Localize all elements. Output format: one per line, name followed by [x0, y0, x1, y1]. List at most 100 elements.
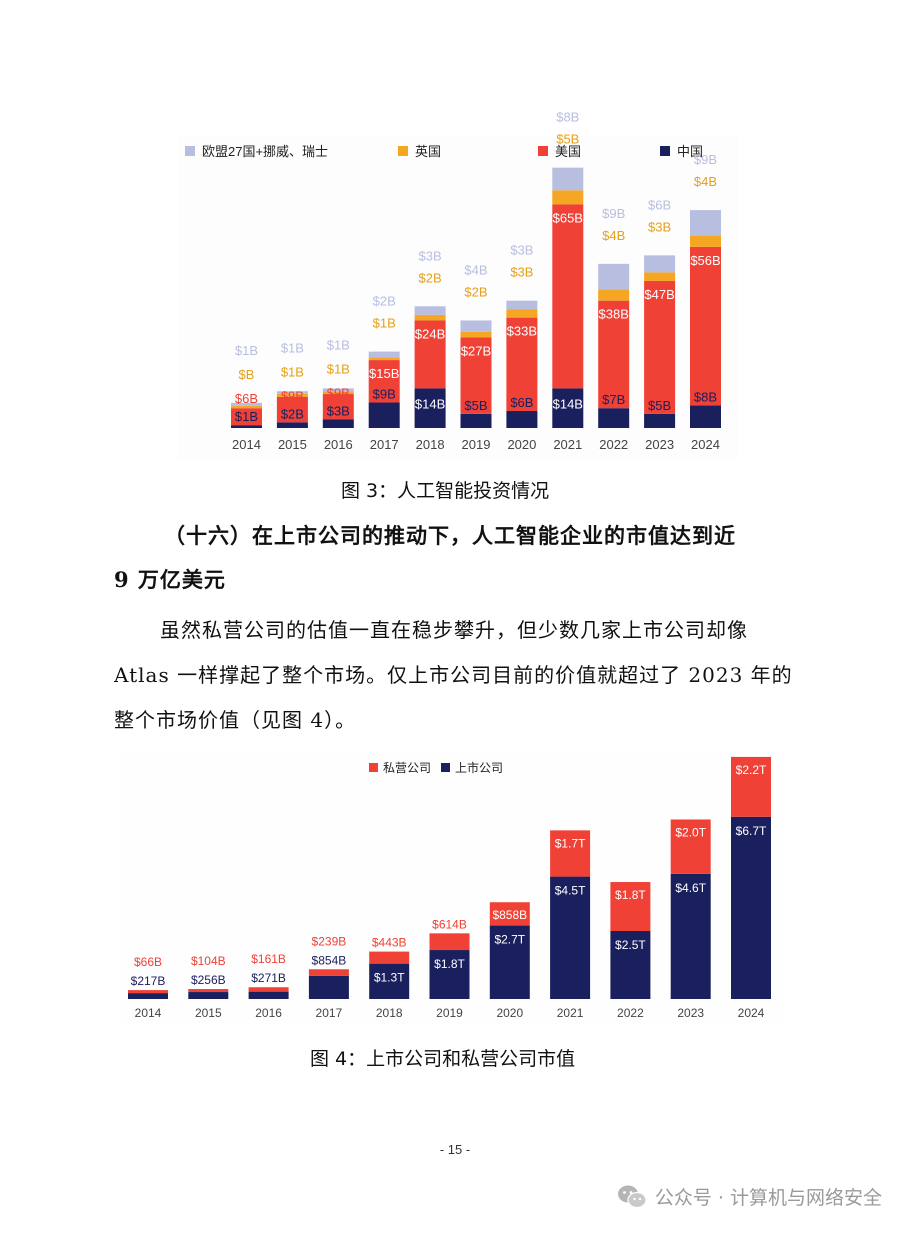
uk-data-label: $1B: [281, 364, 304, 379]
china-data-label: $3B: [327, 404, 350, 419]
figure-4-caption: 图 4：上市公司和私营公司市值: [310, 1048, 576, 1070]
x-tick-label: 2016: [255, 1006, 282, 1020]
public-data-label: $1.3T: [374, 971, 405, 985]
bar-segment-private: [429, 933, 470, 951]
market-value-chart: 私营公司 上市公司 $217B $66B 2014 $256B $104B 2015 $271B…: [118, 752, 786, 1024]
us-data-label: $24B: [415, 326, 445, 341]
china-data-label: $2B: [281, 406, 304, 421]
x-tick-label: 2017: [316, 1006, 343, 1020]
wechat-icon: [617, 1185, 647, 1208]
x-tick-label: 2020: [496, 1006, 523, 1020]
bar-segment-public: [731, 816, 771, 999]
private-data-label: $1.7T: [555, 836, 586, 850]
uk-data-label: $4B: [694, 174, 717, 189]
china-data-label: $5B: [648, 398, 671, 413]
private-data-label: $614B: [432, 917, 467, 931]
bar-segment-private: [188, 989, 229, 993]
private-data-label: $2.2T: [736, 763, 767, 777]
public-data-label: $854B: [312, 953, 347, 967]
public-data-label: $2.5T: [615, 938, 646, 952]
bar-segment: [276, 391, 308, 395]
china-data-label: $9B: [373, 387, 396, 402]
bar-segment: [460, 413, 492, 428]
us-data-label: $56B: [690, 253, 720, 268]
bar-segment: [322, 391, 354, 395]
china-data-label: $14B: [415, 396, 445, 411]
private-data-label: $2.0T: [675, 825, 706, 839]
figure-3-caption: 图 3：人工智能投资情况: [341, 480, 550, 502]
china-data-label: $1B: [235, 409, 258, 424]
eu-data-label: $1B: [281, 340, 304, 355]
uk-data-label: $2B: [419, 270, 442, 285]
bar-segment: [644, 272, 676, 281]
bar-segment: [552, 167, 584, 191]
eu-data-label: $9B: [602, 206, 625, 221]
bar-segment: [552, 204, 584, 389]
bar-segment: [322, 419, 354, 428]
public-data-label: $1.8T: [434, 957, 465, 971]
legend-swatch: [538, 146, 548, 156]
bar-segment: [368, 402, 400, 428]
body-paragraph: 虽然私营公司的估值一直在稳步攀升，但少数几家上市公司却像 Atlas 一样撑起了…: [114, 618, 793, 732]
public-data-label: $6.7T: [736, 824, 767, 838]
bar-segment: [598, 300, 630, 409]
x-tick-label: 2018: [416, 437, 445, 452]
bar-segment: [506, 309, 538, 318]
private-data-label: $161B: [251, 952, 286, 966]
investment-chart: 欧盟27国+挪威、瑞士 英国 美国 中国 $1B $6B $B $1B 2014 $2B $9B $1…: [178, 110, 738, 460]
bar-segment: [368, 351, 400, 358]
x-tick-label: 2014: [232, 437, 261, 452]
section-heading: （十六）在上市公司的推动下，人工智能企业的市值达到近 9 万亿美元: [114, 514, 804, 602]
china-data-label: $7B: [602, 392, 625, 407]
legend-label: 私营公司: [383, 761, 431, 775]
eu-data-label: $1B: [235, 343, 258, 358]
x-tick-label: 2018: [376, 1006, 403, 1020]
bar-segment-public: [248, 991, 289, 999]
bar-segment: [506, 411, 538, 428]
x-tick-label: 2021: [553, 437, 582, 452]
bar-segment: [414, 306, 446, 315]
uk-data-label: $1B: [373, 316, 396, 331]
bar-segment-public: [308, 975, 349, 999]
bar-segment: [598, 289, 630, 301]
private-data-label: $858B: [492, 908, 527, 922]
china-data-label: $5B: [464, 398, 487, 413]
x-tick-label: 2023: [677, 1006, 704, 1020]
bar-segment: [322, 394, 354, 420]
bar-segment: [414, 320, 446, 389]
bar-segment: [598, 408, 630, 428]
bar-segment: [276, 396, 308, 423]
bar-segment-private: [731, 756, 771, 817]
legend-label: 欧盟27国+挪威、瑞士: [202, 144, 328, 159]
x-tick-label: 2019: [436, 1006, 463, 1020]
us-data-label: $6B: [235, 391, 258, 406]
eu-data-label: $1B: [327, 338, 350, 353]
public-data-label: $4.6T: [675, 881, 706, 895]
bar-segment: [552, 388, 584, 428]
eu-data-label: $8B: [556, 110, 579, 125]
public-data-label: $4.5T: [555, 884, 586, 898]
private-data-label: $104B: [191, 954, 226, 968]
bar-segment: [690, 405, 721, 428]
uk-data-label: $3B: [648, 219, 671, 234]
us-data-label: $15B: [369, 366, 399, 381]
bar-segment-private: [610, 882, 651, 931]
x-tick-label: 2017: [370, 437, 399, 452]
legend-label: 中国: [677, 144, 703, 159]
bar-segment-public: [610, 931, 651, 999]
bar-segment: [644, 413, 676, 428]
x-tick-label: 2021: [557, 1006, 584, 1020]
us-data-label: $65B: [553, 210, 583, 225]
uk-data-label: $2B: [464, 284, 487, 299]
bar-segment: [460, 320, 492, 332]
legend-swatch: [441, 763, 450, 772]
bar-segment: [644, 255, 676, 273]
us-data-label: $33B: [507, 324, 537, 339]
x-tick-label: 2015: [278, 437, 307, 452]
x-tick-label: 2014: [135, 1006, 162, 1020]
bar-segment: [276, 394, 308, 397]
bar-segment: [460, 331, 492, 338]
public-data-label: $2.7T: [494, 933, 525, 947]
bar-segment-private: [248, 987, 289, 992]
